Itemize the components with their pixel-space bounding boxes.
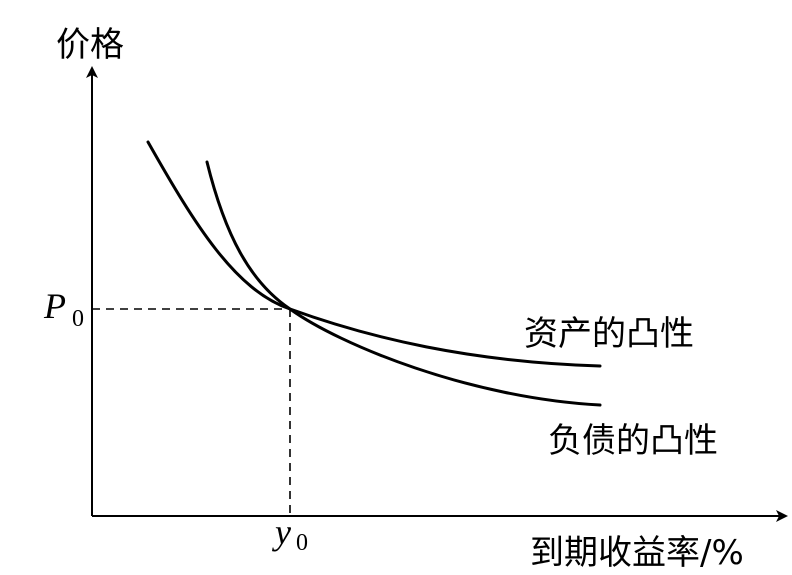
p0-letter: P bbox=[43, 286, 66, 326]
liability-convexity-label: 负债的凸性 bbox=[548, 421, 718, 461]
p0-label: P 0 bbox=[43, 286, 84, 332]
x-axis-label: 到期收益率/% bbox=[530, 533, 744, 573]
y0-subscript: 0 bbox=[296, 530, 308, 556]
y0-label: y 0 bbox=[272, 512, 308, 556]
asset-convexity-label: 资产的凸性 bbox=[524, 314, 694, 354]
liability-convexity-curve bbox=[205, 160, 602, 407]
y-axis-label: 价格 bbox=[56, 25, 124, 65]
y0-letter: y bbox=[272, 512, 291, 552]
p0-subscript: 0 bbox=[72, 306, 84, 332]
